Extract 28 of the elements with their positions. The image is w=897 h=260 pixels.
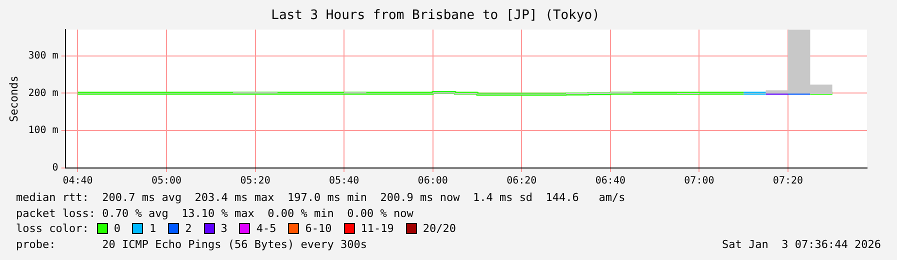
legend-label: 6-10	[305, 221, 332, 236]
chart-title: Last 3 Hours from Brisbane to [JP] (Tokyo)	[271, 8, 600, 24]
legend-label: 3	[220, 221, 228, 236]
x-tick-label: 07:20	[772, 176, 804, 187]
legend-title: loss color:	[16, 221, 89, 236]
legend-label: 2	[185, 221, 192, 236]
y-axis-title: Seconds	[7, 76, 20, 122]
text: packet loss: 0.70 % avg 13.10 % max 0.00 % min 0.00 % now	[16, 206, 414, 221]
y-tick-label: 100 m	[28, 125, 58, 136]
y-tick-label: 300 m	[28, 50, 58, 62]
x-tick-label: 05:00	[151, 176, 182, 187]
y-tick-label: 200 m	[28, 88, 58, 99]
legend-label: 20/20	[422, 221, 456, 236]
text: probe: 20 ICMP Echo Pings (56 Bytes) every 300s	[16, 236, 367, 252]
text: median rtt: 200.7 ms avg 203.4 ms max 197.0 ms min 200.9 ms now 1.4 ms sd 144.6 am/s	[16, 190, 626, 206]
x-tick-label: 04:40	[62, 176, 93, 187]
legend-label: 11-19	[360, 221, 394, 236]
x-tick-label: 05:40	[329, 176, 360, 187]
x-tick-label: 06:20	[506, 176, 537, 187]
legend-label: 1	[149, 221, 156, 236]
y-tick-label: 0	[52, 162, 58, 174]
legend-label: 0	[114, 221, 120, 236]
x-tick-label: 05:20	[240, 176, 270, 187]
legend-label: 4-5	[256, 221, 276, 236]
x-tick-label: 06:40	[595, 176, 626, 187]
x-tick-label: 07:00	[684, 176, 714, 187]
x-tick-label: 06:00	[418, 176, 448, 187]
text: Sat Jan 3 07:36:44 2026	[722, 236, 881, 252]
